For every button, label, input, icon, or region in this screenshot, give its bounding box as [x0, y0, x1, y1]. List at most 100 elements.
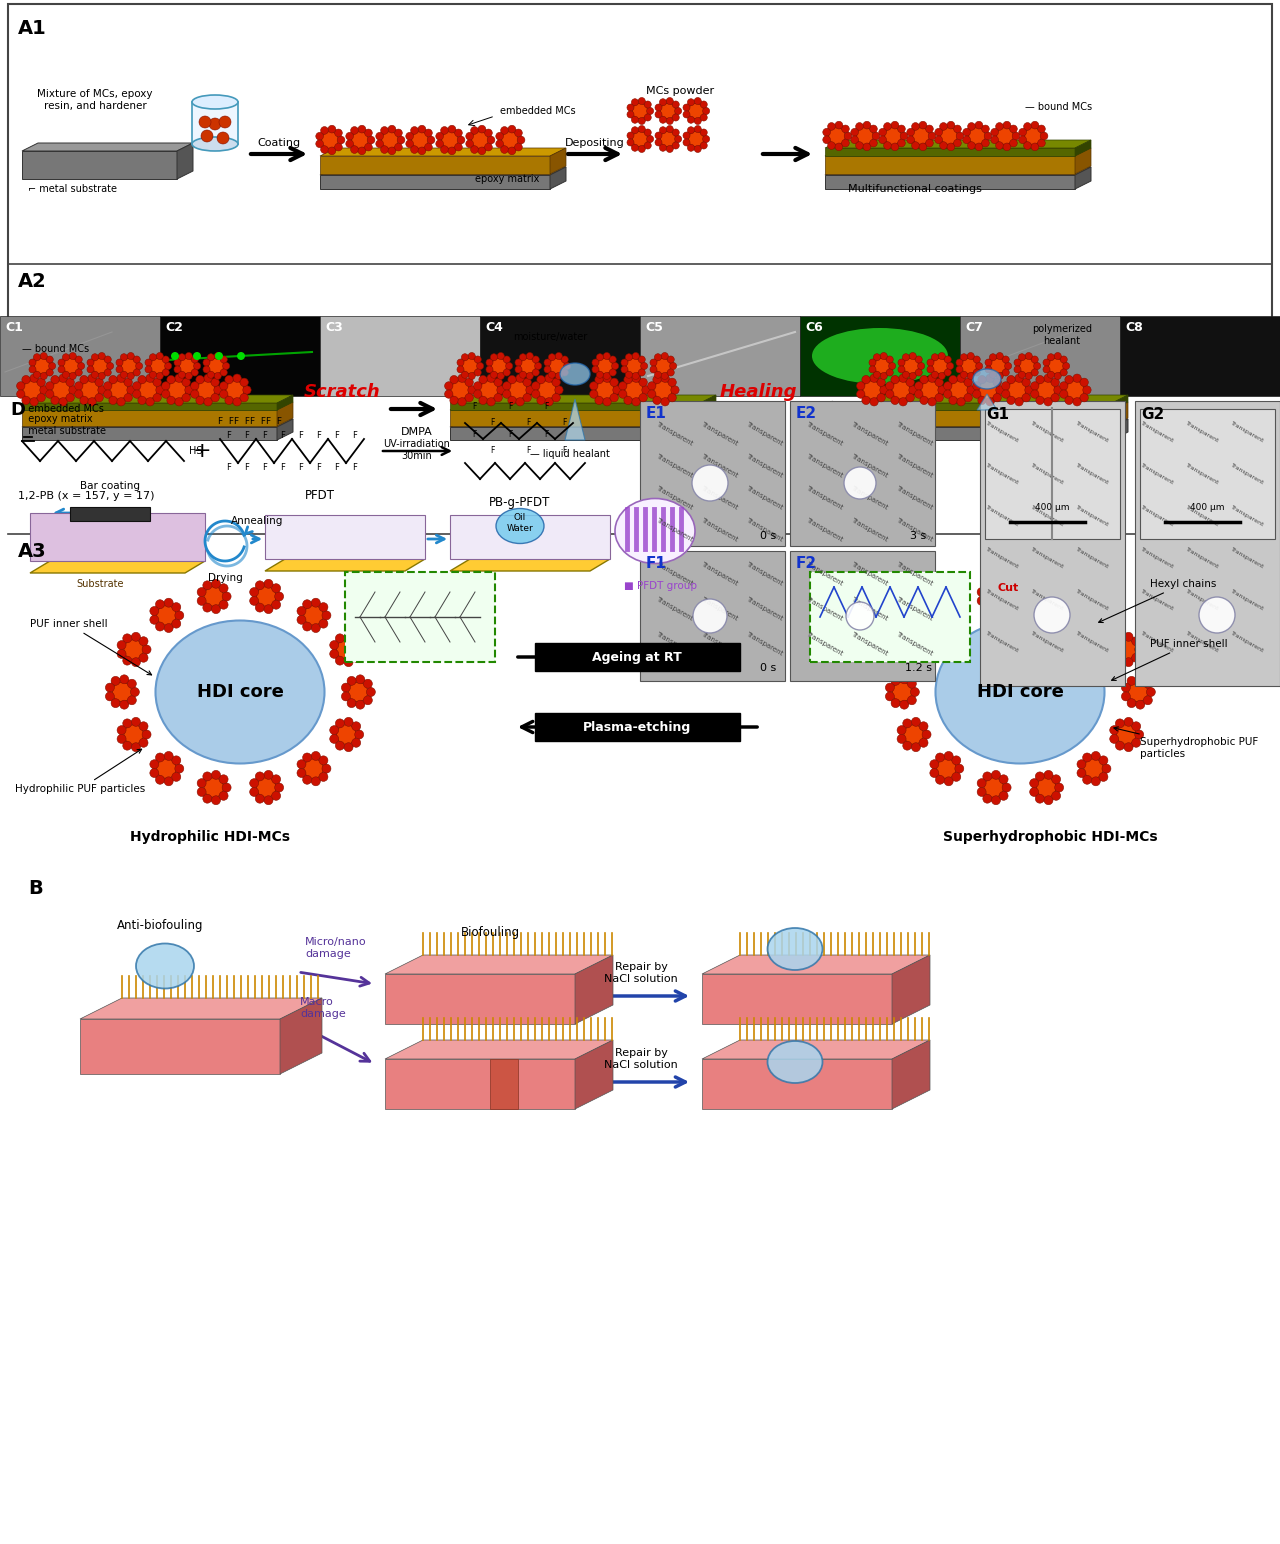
Circle shape — [975, 144, 983, 151]
Circle shape — [902, 656, 911, 665]
Circle shape — [855, 122, 863, 130]
Circle shape — [1134, 730, 1143, 740]
Circle shape — [488, 136, 495, 144]
Circle shape — [874, 358, 890, 374]
Circle shape — [623, 375, 632, 384]
Circle shape — [891, 144, 899, 151]
Circle shape — [666, 125, 673, 133]
Text: Transparent: Transparent — [700, 560, 739, 587]
Text: F: F — [298, 431, 303, 440]
Circle shape — [1030, 381, 1039, 391]
Circle shape — [520, 354, 526, 361]
Circle shape — [932, 755, 960, 783]
Text: Transparent: Transparent — [655, 422, 694, 446]
Circle shape — [929, 760, 938, 769]
Circle shape — [457, 360, 465, 366]
Circle shape — [335, 656, 344, 665]
Circle shape — [977, 596, 986, 605]
Text: 1,2-PB (x = 157, y = 17): 1,2-PB (x = 157, y = 17) — [18, 491, 155, 500]
Circle shape — [870, 374, 878, 383]
Circle shape — [646, 108, 654, 114]
Circle shape — [591, 366, 599, 374]
Circle shape — [485, 144, 493, 151]
Circle shape — [900, 675, 909, 684]
Circle shape — [140, 738, 148, 747]
Circle shape — [97, 386, 106, 394]
Circle shape — [233, 398, 241, 406]
Circle shape — [952, 619, 961, 628]
Circle shape — [40, 372, 47, 380]
Circle shape — [182, 394, 191, 401]
Polygon shape — [22, 418, 293, 428]
Circle shape — [891, 122, 899, 130]
Circle shape — [1010, 125, 1018, 133]
Circle shape — [146, 374, 154, 383]
Circle shape — [1044, 398, 1052, 406]
Circle shape — [919, 636, 928, 645]
Circle shape — [323, 611, 332, 619]
Circle shape — [508, 375, 516, 384]
Circle shape — [302, 599, 311, 608]
Circle shape — [367, 136, 375, 144]
Circle shape — [1060, 369, 1068, 377]
Circle shape — [321, 127, 328, 134]
Polygon shape — [276, 418, 293, 440]
Circle shape — [191, 381, 198, 391]
Circle shape — [490, 354, 498, 361]
Circle shape — [628, 128, 652, 150]
Polygon shape — [22, 401, 293, 411]
Circle shape — [639, 125, 645, 133]
Circle shape — [337, 639, 356, 659]
Circle shape — [408, 128, 433, 151]
Circle shape — [1037, 778, 1056, 797]
Text: C5: C5 — [645, 321, 663, 334]
Circle shape — [596, 371, 603, 378]
Circle shape — [175, 764, 184, 774]
Circle shape — [1092, 752, 1101, 760]
Circle shape — [1014, 360, 1021, 366]
Circle shape — [989, 354, 996, 361]
Circle shape — [902, 635, 911, 642]
Polygon shape — [1075, 167, 1091, 188]
Circle shape — [123, 656, 132, 665]
Circle shape — [920, 381, 940, 398]
Circle shape — [609, 357, 616, 363]
Circle shape — [960, 354, 968, 361]
Polygon shape — [826, 148, 1075, 156]
Circle shape — [996, 142, 1004, 150]
Text: Transparent: Transparent — [700, 485, 739, 511]
Text: Transparent: Transparent — [1030, 463, 1065, 486]
Polygon shape — [451, 559, 611, 571]
Circle shape — [133, 381, 141, 391]
Polygon shape — [861, 395, 1128, 403]
Circle shape — [653, 375, 662, 384]
Polygon shape — [385, 1059, 575, 1109]
Circle shape — [978, 397, 986, 405]
Circle shape — [120, 721, 147, 749]
Circle shape — [989, 371, 996, 378]
Text: Transparent: Transparent — [745, 422, 783, 446]
Bar — [790, 401, 934, 547]
Circle shape — [116, 374, 125, 383]
Circle shape — [934, 378, 943, 386]
Circle shape — [906, 378, 914, 386]
Circle shape — [1024, 142, 1032, 150]
Circle shape — [17, 381, 24, 391]
Polygon shape — [1075, 141, 1091, 156]
Circle shape — [412, 131, 429, 148]
Circle shape — [919, 738, 928, 747]
Circle shape — [1060, 391, 1068, 398]
Circle shape — [1037, 381, 1055, 398]
Circle shape — [116, 735, 125, 743]
Text: Transparent: Transparent — [655, 452, 694, 479]
Circle shape — [1025, 372, 1032, 380]
Circle shape — [1034, 363, 1041, 369]
Circle shape — [687, 127, 695, 134]
Circle shape — [250, 588, 259, 596]
Circle shape — [929, 769, 938, 778]
Circle shape — [902, 354, 910, 361]
Text: Multifunctional coatings: Multifunctional coatings — [849, 184, 982, 195]
Circle shape — [172, 772, 180, 781]
Circle shape — [1115, 720, 1124, 727]
Circle shape — [168, 381, 186, 398]
